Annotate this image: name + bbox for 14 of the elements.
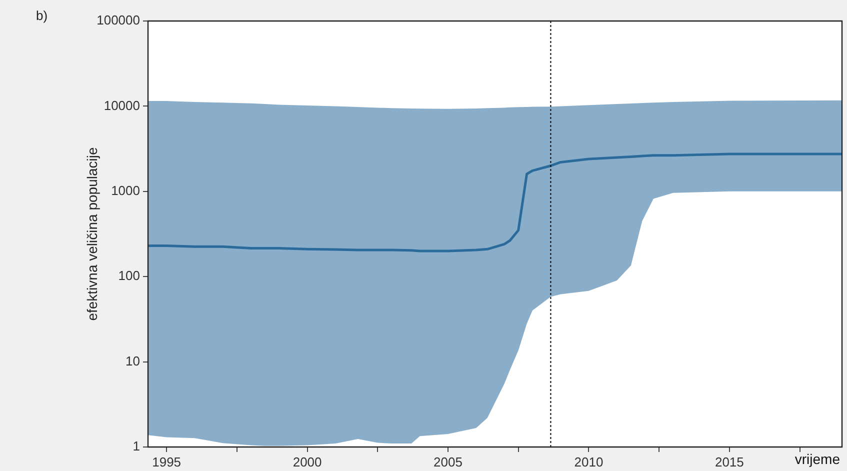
y-tick-label: 1000 xyxy=(111,182,140,198)
x-tick-label: 2015 xyxy=(714,454,744,470)
y-tick-label: 10 xyxy=(126,353,140,368)
x-axis-title: vrijeme xyxy=(794,450,840,467)
y-tick-label: 100000 xyxy=(96,12,140,28)
text: b) xyxy=(36,8,48,23)
x-tick-label: 2005 xyxy=(434,454,462,470)
y-axis-title: efektivna veličina populacije xyxy=(84,147,100,321)
y-tick-label: 100 xyxy=(118,268,140,284)
y-tick-label: 10000 xyxy=(104,98,140,113)
x-tick-label: 2000 xyxy=(292,454,322,470)
y-tick-label: 1 xyxy=(132,438,140,454)
x-tick-label: 2010 xyxy=(574,454,604,470)
x-tick-label: 1995 xyxy=(152,454,182,470)
